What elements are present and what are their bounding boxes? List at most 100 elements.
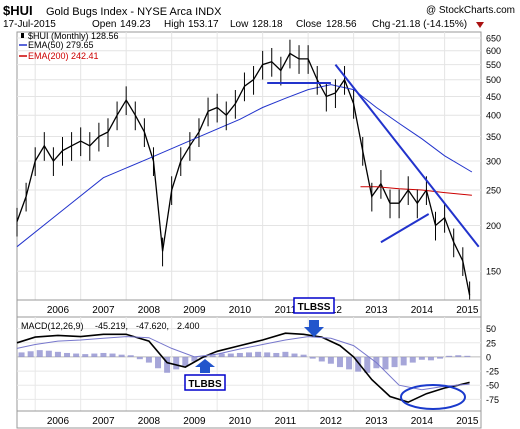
price-x-tick-label: 2014 — [411, 305, 434, 316]
macd-y-tick-label: -75 — [486, 395, 499, 405]
macd-y-tick-label: -25 — [486, 367, 499, 377]
macd-x-tick-label: 2008 — [138, 416, 161, 427]
macd-y-ticks: 50 25 0 -25 -50 -75 — [486, 324, 499, 405]
macd-histogram-bar — [264, 352, 271, 357]
macd-legend-signal: -47.620, — [136, 321, 169, 331]
macd-histogram-bar — [118, 354, 125, 357]
macd-histogram-bar — [236, 352, 243, 357]
macd-histogram-bar — [136, 356, 143, 360]
price-x-tick-label: 2011 — [275, 305, 297, 316]
price-x-tick-label: 2010 — [229, 305, 252, 316]
macd-histogram-bar — [18, 352, 25, 357]
macd-histogram-bar — [164, 356, 171, 373]
tlbbs-box — [184, 374, 226, 391]
price-y-tick-label: 200 — [486, 221, 501, 231]
symbol: $HUI — [3, 3, 33, 18]
index-name: Gold Bugs Index - NYSE Arca INDX — [46, 6, 222, 18]
macd-histogram-bar — [246, 352, 252, 357]
macd-histogram-bar — [364, 356, 371, 373]
macd-histogram-bar — [227, 353, 234, 357]
ema50-line — [16, 84, 473, 248]
macd-histogram-bar — [255, 351, 262, 357]
macd-x-tick-label: 2009 — [183, 416, 206, 427]
macd-histogram-bar — [36, 350, 43, 357]
price-y-tick-label: 150 — [486, 267, 501, 277]
price-y-ticks: 650 600 550 500 450 400 350 300 250 200 150 — [486, 34, 501, 277]
price-y-tick-label: 500 — [486, 75, 501, 85]
macd-x-tick-label: 2013 — [365, 416, 388, 427]
high-value: 153.17 — [188, 19, 219, 30]
legend-price-swatch — [21, 33, 24, 38]
macd-histogram-bar — [446, 355, 453, 357]
macd-legend-macd: -45.219, — [95, 321, 128, 331]
macd-histogram-bar — [209, 355, 216, 357]
down-arrow-icon — [476, 22, 484, 28]
price-x-tick-label: 2007 — [92, 305, 115, 316]
low-label: Low — [230, 19, 249, 30]
price-y-tick-label: 650 — [486, 34, 501, 44]
tlbbs-arrow-icon — [195, 359, 215, 373]
macd-legend-hist: 2.400 — [177, 321, 200, 331]
macd-x-tick-label: 2015 — [456, 416, 479, 427]
macd-histogram-bar — [346, 356, 353, 370]
tlbss-box — [293, 297, 335, 314]
macd-x-tick-label: 2014 — [411, 416, 434, 427]
macd-bottom-circle — [400, 384, 466, 410]
macd-series — [16, 332, 471, 404]
macd-histogram-bar — [45, 350, 52, 357]
macd-histogram-bar — [27, 351, 34, 357]
macd-x-tick-label: 2006 — [47, 416, 70, 427]
tlbss-annotation: TLBSS — [293, 297, 335, 337]
macd-histogram-bar — [382, 356, 389, 370]
macd-y-tick-label: -50 — [486, 381, 499, 391]
legend-ema200: EMA(200) 242.41 — [28, 51, 99, 61]
tlbbs-annotation: TLBBS — [184, 359, 226, 391]
macd-histogram-bar — [73, 353, 80, 357]
tlbss-label: TLBSS — [298, 302, 331, 313]
chg-label: Chg — [372, 19, 390, 30]
macd-histogram-bar — [309, 356, 316, 359]
macd-histogram-bar — [127, 355, 134, 357]
price-x-tick-label: 2008 — [138, 305, 161, 316]
macd-histogram-bar — [400, 356, 407, 366]
price-x-tick-label: 2009 — [183, 305, 206, 316]
price-x-tick-label: 2006 — [47, 305, 70, 316]
price-y-tick-label: 600 — [486, 46, 501, 56]
close-label: Close — [296, 19, 322, 30]
macd-histogram-bar — [191, 356, 198, 362]
tlbss-arrow-icon — [304, 320, 324, 337]
price-y-tick-label: 250 — [486, 185, 501, 195]
close-value: 128.56 — [326, 19, 357, 30]
price-y-tick-label: 450 — [486, 92, 501, 102]
price-x-tick-label: 2015 — [456, 305, 479, 316]
macd-histogram-bar — [54, 351, 61, 357]
macd-x-tick-label: 2010 — [229, 416, 252, 427]
tlbbs-label: TLBBS — [188, 379, 222, 390]
high-label: High — [164, 19, 185, 30]
macd-histogram-bar — [455, 355, 462, 357]
macd-y-tick-label: 50 — [486, 324, 496, 334]
macd-x-ticks: 2006 2007 2008 2009 2010 2011 2012 2013 2014 2015 — [47, 416, 479, 427]
macd-histogram-bar — [418, 356, 425, 360]
macd-histogram-bar — [155, 356, 162, 369]
ema200-line — [360, 186, 472, 196]
macd-histogram-bar — [100, 352, 107, 357]
macd-histogram-bar — [82, 354, 89, 357]
macd-histogram-bar — [437, 356, 444, 359]
price-y-tick-label: 350 — [486, 132, 501, 142]
quote-date: 17-Jul-2015 — [3, 19, 56, 30]
macd-x-tick-label: 2012 — [320, 416, 343, 427]
price-y-tick-label: 400 — [486, 111, 501, 121]
open-label: Open — [92, 19, 116, 30]
macd-histogram-bar — [218, 353, 225, 357]
macd-x-tick-label: 2011 — [275, 416, 297, 427]
macd-histogram-bar — [145, 356, 152, 363]
price-y-tick-label: 300 — [486, 156, 501, 166]
chg-value: -21.18 (-14.15%) — [392, 19, 467, 30]
macd-y-tick-label: 25 — [486, 338, 496, 348]
watermark: @ StockCharts.com — [426, 5, 515, 16]
macd-legend-label: MACD(12,26,9) — [21, 321, 84, 331]
macd-histogram-bar — [173, 356, 180, 370]
macd-histogram-bar — [318, 356, 325, 362]
